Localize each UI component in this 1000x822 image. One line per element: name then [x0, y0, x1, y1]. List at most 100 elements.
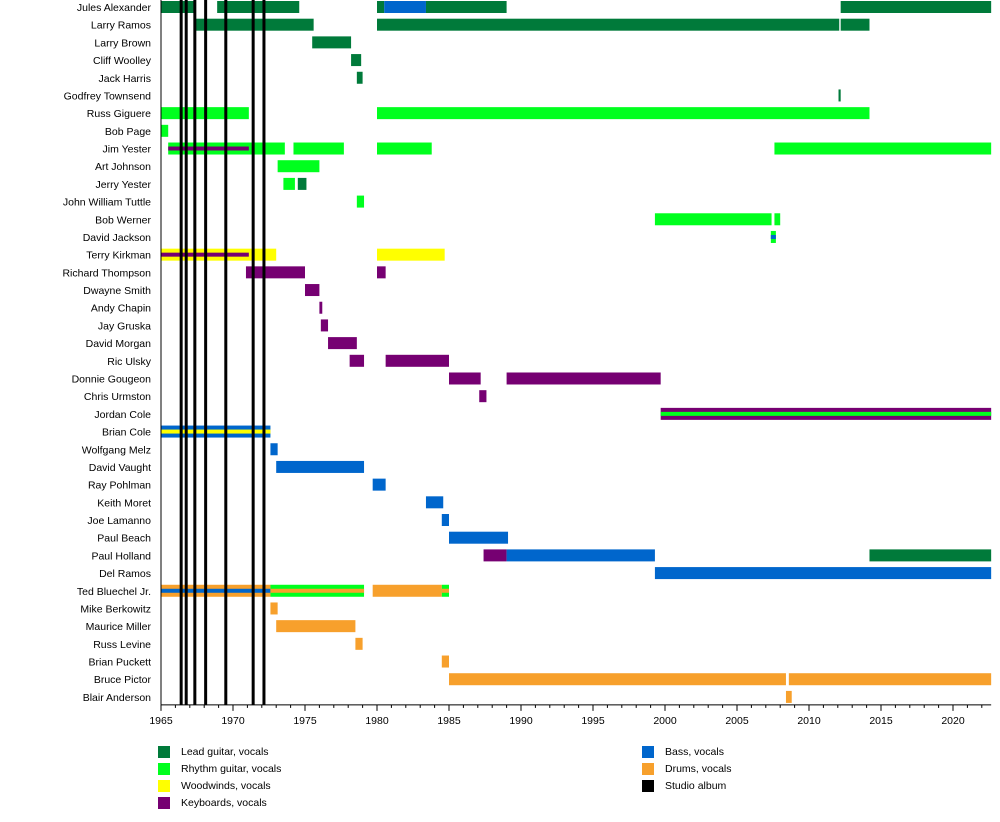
x-tick-label: 1965 [149, 715, 173, 727]
member-label-mike-berkowitz: Mike Berkowitz [80, 603, 151, 615]
bar-andy-chapin-keyboards [319, 301, 323, 314]
member-label-richard-thompson: Richard Thompson [62, 267, 151, 279]
member-label-joe-lamanno: Joe Lamanno [87, 515, 151, 527]
bar-ted-bluechel-jr-drums [372, 584, 442, 597]
bar-jay-gruska-keyboards [320, 319, 329, 332]
member-label-chris-urmston: Chris Urmston [84, 391, 151, 403]
bar-bob-werner-rhythm [774, 213, 781, 226]
member-label-del-ramos: Del Ramos [99, 568, 151, 580]
bar-larry-brown-lead [312, 36, 352, 49]
member-label-terry-kirkman: Terry Kirkman [86, 250, 151, 262]
bar-art-johnson-rhythm [277, 160, 320, 173]
x-tick-label: 2020 [941, 715, 965, 727]
member-label-keith-moret: Keith Moret [97, 497, 151, 509]
legend-swatch [642, 779, 654, 792]
bar-donnie-gougeon-keyboards [449, 372, 481, 385]
bar-ric-ulsky-keyboards [349, 354, 365, 367]
bar-wolfgang-melz-bass [270, 443, 278, 456]
member-label-russ-levine: Russ Levine [93, 639, 151, 651]
bar-ric-ulsky-keyboards [385, 354, 449, 367]
bar-del-ramos-bass [654, 567, 992, 580]
stripe-ted-bluechel-jr-drums [441, 588, 449, 593]
member-label-wolfgang-melz: Wolfgang Melz [82, 444, 151, 456]
bar-godfrey-townsend-lead [838, 89, 841, 102]
member-label-david-vaught: David Vaught [89, 462, 151, 474]
bar-joe-lamanno-bass [441, 514, 449, 527]
member-label-john-william-tuttle: John William Tuttle [63, 197, 151, 209]
legend-swatch [158, 779, 170, 792]
member-label-jordan-cole: Jordan Cole [94, 409, 151, 421]
legend-label: Studio album [665, 779, 727, 792]
bar-richard-thompson-keyboards [377, 266, 386, 279]
bar-bruce-pictor-drums [788, 673, 992, 686]
member-label-dwayne-smith: Dwayne Smith [83, 285, 151, 297]
bar-paul-holland-lead [869, 549, 992, 562]
timeline-chart: Jules Alexander Larry Ramos Larry Brown Cli… [62, 0, 992, 727]
member-label-larry-brown: Larry Brown [94, 37, 151, 49]
member-label-maurice-miller: Maurice Miller [86, 621, 152, 633]
member-label-brian-puckett: Brian Puckett [89, 657, 152, 669]
member-label-bob-werner: Bob Werner [95, 214, 151, 226]
legend-swatch [642, 745, 654, 758]
member-label-art-johnson: Art Johnson [95, 161, 151, 173]
legend-item-bass: Bass, vocals [642, 743, 732, 760]
bar-larry-ramos-lead [377, 18, 840, 31]
member-label-donnie-gougeon: Donnie Gougeon [72, 373, 152, 385]
bar-jules-alexander-lead [217, 1, 300, 13]
bar-jules-alexander-lead [377, 1, 385, 13]
bar-richard-thompson-keyboards [245, 266, 305, 279]
member-label-jack-harris: Jack Harris [98, 73, 151, 85]
member-label-bob-page: Bob Page [105, 126, 151, 138]
legend-item-drums: Drums, vocals [642, 760, 732, 777]
stripe-brian-cole-woodwinds [161, 429, 271, 434]
legend-left: Lead guitar, vocals Rhythm guitar, vocals… [158, 743, 281, 811]
bar-donnie-gougeon-keyboards [506, 372, 661, 385]
bar-dwayne-smith-keyboards [305, 284, 320, 297]
member-label-ric-ulsky: Ric Ulsky [107, 356, 151, 368]
bar-paul-beach-bass [449, 531, 509, 544]
bar-russ-levine-drums [355, 637, 363, 650]
bar-bruce-pictor-drums [449, 673, 786, 686]
bar-larry-ramos-lead [840, 18, 870, 31]
bar-paul-holland-bass [506, 549, 655, 562]
bar-keith-moret-bass [425, 496, 444, 509]
legend-label: Rhythm guitar, vocals [181, 762, 282, 775]
x-tick-label: 1975 [293, 715, 317, 727]
member-label-ted-bluechel-jr: Ted Bluechel Jr. [77, 586, 151, 598]
legend-label: Keyboards, vocals [181, 796, 267, 809]
member-label-godfrey-townsend: Godfrey Townsend [64, 90, 152, 102]
member-label-jules-alexander: Jules Alexander [77, 2, 152, 14]
legend-item-rhythm: Rhythm guitar, vocals [158, 760, 281, 777]
member-label-blair-anderson: Blair Anderson [83, 692, 151, 704]
x-tick-label: 1985 [437, 715, 461, 727]
bar-jim-yester-rhythm [293, 142, 344, 155]
member-label-russ-giguere: Russ Giguere [87, 108, 151, 120]
member-label-david-morgan: David Morgan [86, 338, 152, 350]
bar-john-william-tuttle-rhythm [356, 195, 365, 208]
x-tick-label: 2015 [869, 715, 893, 727]
legend-item-keyboards: Keyboards, vocals [158, 794, 281, 811]
legend-label: Drums, vocals [665, 762, 732, 775]
legend-item-lead: Lead guitar, vocals [158, 743, 281, 760]
bar-jules-alexander-lead [840, 1, 992, 13]
member-label-paul-beach: Paul Beach [97, 533, 151, 545]
legend-item-woodwinds: Woodwinds, vocals [158, 777, 281, 794]
stripe-jordan-cole-rhythm [660, 411, 992, 416]
legend-label: Bass, vocals [665, 745, 724, 758]
bar-jim-yester-rhythm [774, 142, 992, 155]
member-label-jim-yester: Jim Yester [103, 144, 152, 156]
bar-david-vaught-bass [276, 460, 365, 473]
legend-swatch [158, 796, 170, 809]
bar-jerry-yester-rhythm [283, 177, 295, 190]
legend-item-album: Studio album [642, 777, 732, 794]
x-tick-label: 2005 [725, 715, 749, 727]
legend-swatch [642, 762, 654, 775]
legend-label: Lead guitar, vocals [181, 745, 269, 758]
bar-jack-harris-lead [356, 71, 363, 84]
x-tick-label: 2010 [797, 715, 821, 727]
bar-david-morgan-keyboards [328, 337, 357, 350]
x-tick-label: 2000 [653, 715, 677, 727]
stripe-ted-bluechel-jr-bass [161, 588, 271, 593]
bar-blair-anderson-drums [785, 690, 792, 703]
member-label-larry-ramos: Larry Ramos [91, 20, 151, 32]
